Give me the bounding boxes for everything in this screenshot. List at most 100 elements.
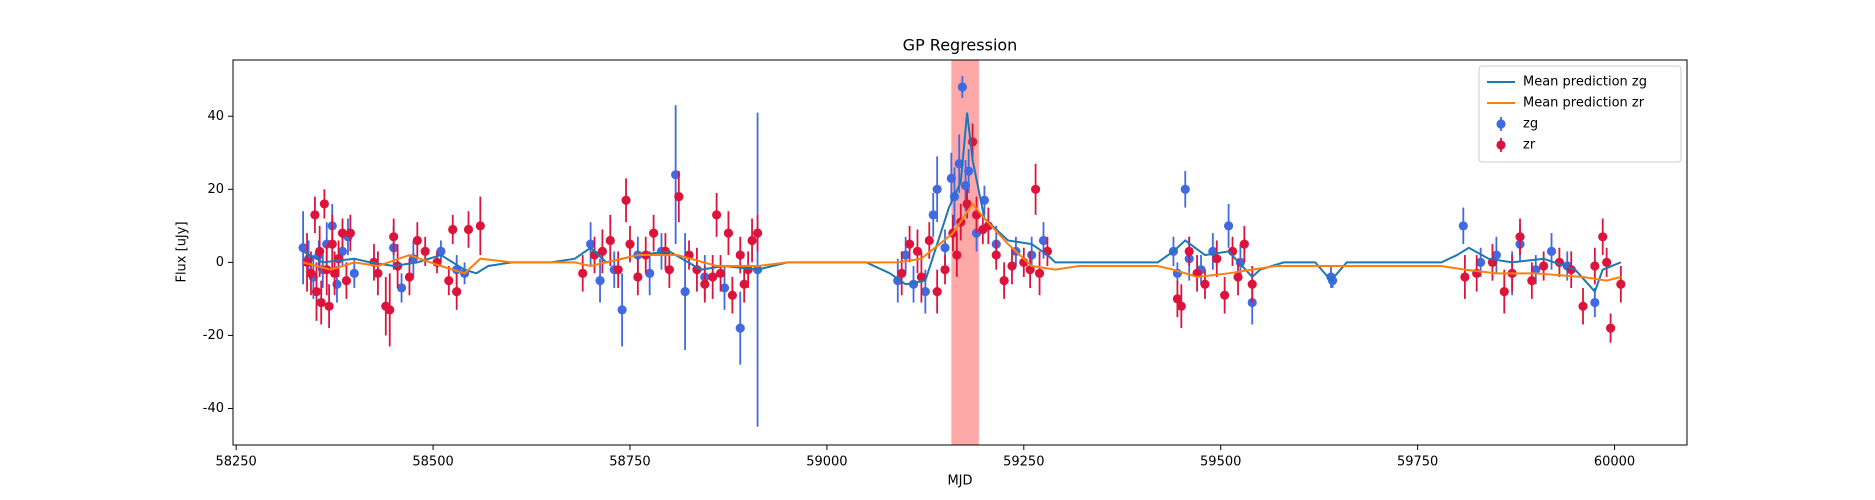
data-point [613, 265, 623, 275]
data-point [920, 286, 930, 297]
data-point [319, 199, 329, 209]
data-point [1034, 268, 1045, 278]
data-point [341, 276, 352, 286]
data-point [389, 232, 399, 242]
data-point [1027, 250, 1037, 260]
data-point [345, 228, 355, 238]
data-point [385, 305, 395, 315]
data-point [444, 276, 454, 286]
data-point [928, 210, 938, 220]
data-point [1605, 323, 1616, 333]
data-point [962, 199, 972, 209]
data-point [298, 243, 308, 253]
data-point [735, 250, 745, 260]
data-point [463, 224, 474, 235]
plot-frame [232, 59, 1688, 446]
data-point [311, 286, 322, 297]
x-tick-label: 59250 [1003, 455, 1044, 470]
data-point [700, 279, 710, 289]
data-point [752, 228, 763, 238]
data-point [1223, 221, 1234, 231]
data-point [680, 286, 690, 297]
data-point [436, 246, 446, 257]
data-point [664, 265, 674, 275]
data-point [932, 184, 942, 194]
data-point [585, 239, 596, 249]
x-axis-label: MJD [947, 474, 972, 489]
data-point [999, 276, 1009, 286]
data-point [1184, 246, 1194, 257]
y-tick-label: 0 [216, 255, 224, 270]
x-tick-label: 58750 [609, 455, 650, 470]
x-tick-label: 58250 [215, 455, 256, 470]
x-tick-label: 59000 [806, 455, 847, 470]
data-point [897, 268, 907, 278]
data-point [1476, 257, 1486, 267]
y-tick-label: 40 [207, 109, 224, 124]
data-point [373, 268, 383, 278]
data-point [633, 272, 643, 282]
data-point [1590, 261, 1600, 271]
data-point [952, 250, 962, 260]
data-point [739, 279, 749, 289]
mean-line [302, 202, 1622, 282]
data-point [912, 246, 923, 257]
data-point [452, 286, 462, 297]
data-point [316, 297, 326, 308]
data-point [324, 301, 334, 311]
data-point [1578, 301, 1588, 311]
chart-title: GP Regression [903, 36, 1018, 55]
data-point [1616, 279, 1626, 289]
mean-line [302, 112, 1622, 294]
data-point [1176, 301, 1186, 311]
data-point [719, 283, 730, 293]
data-point [475, 221, 485, 231]
data-point [1233, 272, 1243, 282]
data-point [1212, 254, 1222, 264]
data-point [448, 224, 458, 235]
data-point [315, 246, 325, 257]
data-point [404, 272, 415, 282]
data-point [1491, 250, 1501, 260]
data-point [1200, 279, 1210, 289]
data-point [621, 195, 631, 205]
data-point [337, 228, 348, 238]
data-point [1038, 235, 1049, 246]
data-point [1239, 239, 1249, 249]
data-point [1025, 265, 1035, 275]
data-point [649, 228, 659, 238]
y-axis-label: Flux [uJy] [175, 221, 190, 282]
data-point [932, 286, 942, 297]
legend-box [1478, 65, 1682, 163]
data-point [940, 243, 950, 253]
data-point [940, 265, 950, 275]
legend-label: zr [1523, 138, 1536, 153]
data-point [1031, 184, 1041, 194]
data-point [578, 268, 588, 278]
data-point [1539, 261, 1549, 271]
data-point [727, 290, 737, 300]
data-point [991, 250, 1001, 260]
data-point [1460, 272, 1470, 282]
data-point [1546, 246, 1557, 257]
x-tick-label: 58500 [412, 455, 453, 470]
plot-area [298, 76, 1626, 427]
data-point [330, 268, 340, 278]
data-point [1515, 232, 1525, 242]
data-point [1499, 286, 1509, 297]
data-point [1458, 221, 1468, 231]
data-point [1527, 276, 1537, 286]
data-point [723, 228, 734, 238]
data-point [1531, 265, 1541, 275]
data-point [310, 210, 320, 220]
data-point [349, 268, 359, 278]
data-point [1007, 261, 1017, 271]
x-tick-label: 59500 [1200, 455, 1241, 470]
data-point [645, 268, 655, 278]
data-point [1247, 279, 1257, 289]
data-point [327, 239, 337, 249]
data-point [916, 272, 927, 282]
data-point [747, 235, 757, 246]
data-point [597, 246, 608, 257]
